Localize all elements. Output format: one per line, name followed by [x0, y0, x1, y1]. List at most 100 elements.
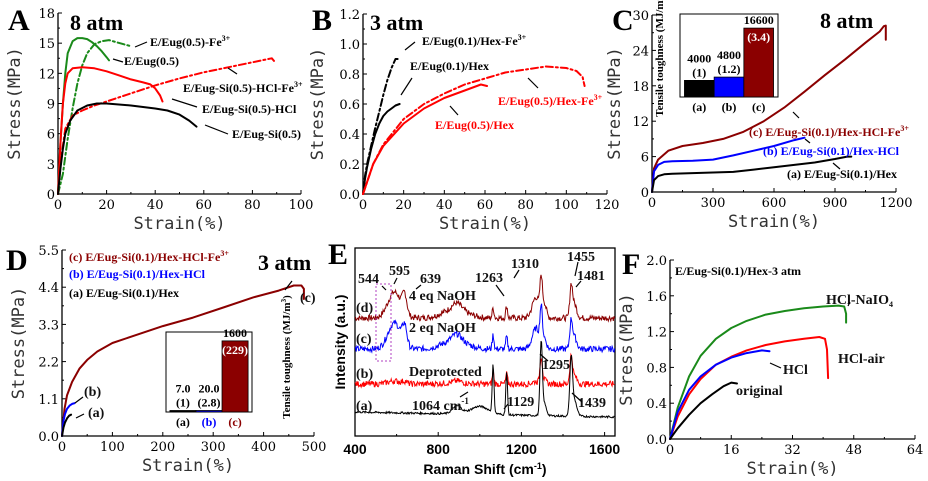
spectrum-label: 4 eq NaOH	[409, 289, 476, 304]
panel-letter: A	[8, 4, 30, 37]
leader-line	[227, 67, 238, 75]
series-label: E/Eug(0.5)-Fe3+	[150, 34, 231, 49]
x-axis-label: Raman Shift (cm-1)	[423, 461, 546, 477]
inset-value-label: 4800	[717, 48, 741, 62]
y-tick-label: 3	[47, 158, 55, 173]
series-label: (b)	[84, 385, 101, 400]
x-tick-label: 16	[723, 443, 740, 458]
y-tick-label: 5.5	[38, 244, 59, 259]
y-tick-label: 2.2	[38, 356, 59, 371]
x-tick-label: 20	[395, 198, 412, 213]
inset-y-axis-label: Tensile toughness (MJ/m3)	[653, 0, 666, 117]
leader-line	[404, 41, 416, 51]
spectrum-tag: (a)	[356, 399, 373, 414]
x-tick-label: 32	[784, 443, 801, 458]
leader-line	[381, 285, 387, 291]
series-line--c-e-eug-si-0-1-hex-hcl-fe3-	[651, 24, 887, 193]
y-tick-label: 18	[38, 7, 55, 22]
series-line--b-e-eug-si-0-1-hex-hcl	[61, 402, 76, 437]
y-axis-label: Stress(MPa)	[617, 293, 637, 406]
leader-line	[400, 77, 413, 96]
series-line-e-eug-si-0-5-hcl-fe3-	[57, 57, 276, 195]
inset-ratio-label: (1.2)	[718, 62, 741, 76]
series-label: E/Eug(0.1)/Hex	[410, 59, 489, 73]
series-label: E/Eug(0.5)/Hex-Fe3+	[498, 93, 603, 108]
inset-value-label: 4000	[687, 51, 711, 65]
y-tick-label: 0	[47, 188, 55, 203]
series-line--a-e-eug-si-0-1-hex	[61, 413, 73, 437]
series-label: HCl-air	[838, 352, 885, 367]
leader-line	[415, 284, 422, 290]
legend-entry: (a) E/Eug-Si(0.1)/Hex	[69, 286, 179, 300]
x-tick-label: 20	[98, 198, 115, 213]
series-label: E/Eug-Si(0.5)	[232, 127, 301, 141]
panel-title: 8 atm	[820, 8, 873, 33]
peak-label: 544	[358, 272, 379, 287]
leader-line	[527, 77, 539, 89]
series-label: (b) E/Eug-Si(0.1)/Hex-HCl	[763, 144, 900, 158]
leader-line	[539, 353, 549, 362]
series-label: (a) E/Eug-Si(0.1)/Hex	[787, 167, 897, 181]
peak-label: 1310	[511, 257, 539, 272]
x-tick-label: 0	[648, 196, 656, 211]
spectrum-c	[354, 303, 616, 354]
y-tick-label: 0.8	[339, 68, 360, 83]
peak-label: 1439	[578, 396, 606, 411]
panel-title: 3 atm	[258, 250, 311, 275]
inset-ratio-label: (229)	[222, 343, 248, 357]
series-line-hcl	[669, 349, 771, 440]
x-tick-label: 80	[517, 198, 534, 213]
y-tick-label: 0	[641, 186, 649, 201]
peak-label: 1129	[507, 395, 534, 410]
leader-line	[134, 41, 148, 48]
legend-entry: (c) E/Eug-Si(0.1)/Hex-HCl-Fe3+	[69, 249, 229, 264]
y-tick-label: 0.0	[339, 188, 360, 203]
leader-line	[575, 280, 582, 288]
x-tick-label: 0	[666, 443, 674, 458]
series-line-e-eug-0-5-hex-fe3-	[362, 65, 586, 195]
x-tick-label: 500	[302, 440, 327, 455]
x-tick-label: 120	[595, 198, 620, 213]
spectrum-tag: (b)	[356, 367, 373, 382]
leader-line	[513, 269, 520, 279]
x-tick-label: 900	[823, 196, 848, 211]
series-line-e-eug-0-5-fe3-	[57, 39, 132, 195]
plot-frame	[354, 247, 616, 437]
y-tick-label: 12	[38, 67, 55, 82]
x-tick-label: 40	[147, 198, 164, 213]
inset-ratio-label: (1)	[692, 65, 706, 79]
inset-value-label: 16600	[744, 13, 774, 27]
leader-line	[792, 111, 800, 119]
inset-category-label: (a)	[692, 100, 706, 114]
spectrum-label: Deprotected	[409, 365, 482, 380]
y-tick-label: 2.0	[646, 254, 667, 269]
x-tick-label: 400	[343, 441, 367, 457]
x-axis-label: Strain(%)	[439, 214, 531, 234]
series-label: E/Eug(0.5)/Hex	[435, 118, 514, 132]
spectrum-tag: (d)	[356, 301, 373, 316]
leader-line	[804, 138, 811, 144]
series-label: HCl	[783, 363, 808, 378]
y-tick-label: 12	[632, 115, 649, 130]
panel-b: B 3 atm 0 20 40 60 80 100 120 0.0 0.2 0.4 0.6 0.8 1.0 1…	[308, 4, 619, 234]
x-tick-label: 0	[58, 440, 66, 455]
panel-a: A 8 atm 0 20 40 60 80 100 0 3 6 9 12 15 18 Strain(%) Str…	[5, 4, 313, 234]
x-tick-label: 1200	[879, 196, 912, 211]
leader-line	[112, 58, 124, 63]
x-tick-label: 1200	[506, 441, 537, 457]
spectrum-label: 2 eq NaOH	[409, 321, 476, 336]
y-tick-label: 6	[641, 151, 649, 166]
peak-label: 1481	[577, 269, 605, 284]
y-tick-label: 4.4	[38, 281, 59, 296]
y-tick-label: 1.6	[646, 290, 667, 305]
y-tick-label: 0.6	[339, 98, 360, 113]
spectrum-d	[354, 274, 616, 323]
leader-line	[571, 392, 583, 403]
leader-line	[449, 105, 459, 116]
x-tick-label: 200	[150, 440, 175, 455]
leader-line	[459, 391, 469, 398]
spectrum-b	[354, 352, 615, 389]
series-label: E/Eug(0.5)	[124, 54, 179, 68]
panel-title: 8 atm	[70, 10, 123, 35]
